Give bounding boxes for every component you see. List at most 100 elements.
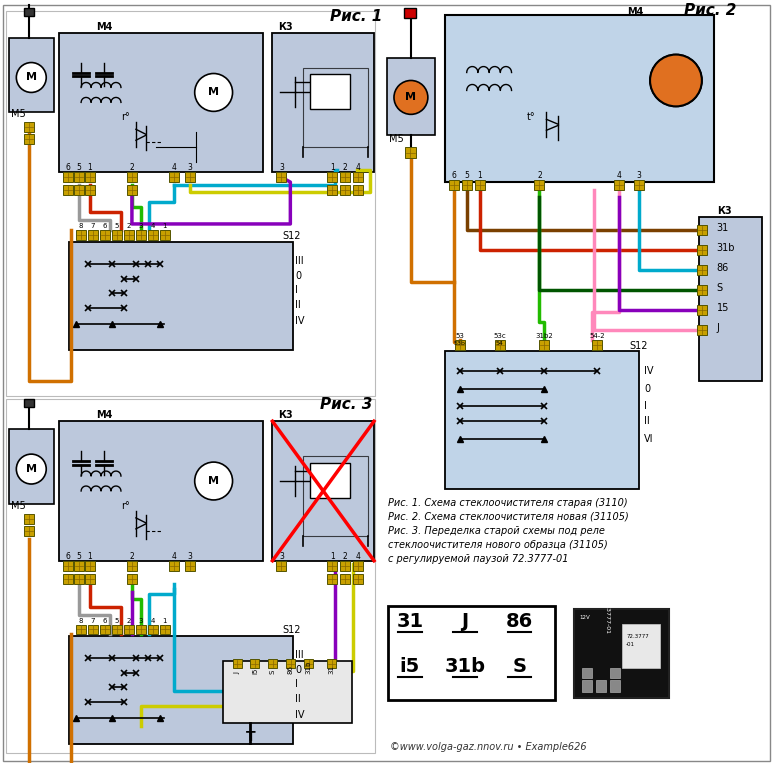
Bar bbox=[327, 561, 337, 571]
Text: 4: 4 bbox=[151, 223, 155, 229]
Bar bbox=[250, 659, 260, 668]
Bar bbox=[60, 33, 264, 172]
Bar bbox=[24, 8, 34, 16]
Bar bbox=[540, 340, 550, 349]
Bar bbox=[272, 421, 374, 561]
Text: 3: 3 bbox=[187, 552, 192, 561]
Text: 0: 0 bbox=[295, 665, 301, 675]
Bar bbox=[74, 172, 84, 182]
Bar bbox=[455, 340, 465, 349]
Bar bbox=[699, 217, 761, 382]
Text: M: M bbox=[26, 464, 37, 474]
Text: 2: 2 bbox=[130, 552, 135, 561]
Bar bbox=[268, 659, 278, 668]
Bar bbox=[461, 180, 472, 190]
Bar bbox=[24, 514, 34, 524]
Text: 4: 4 bbox=[356, 552, 360, 561]
Bar bbox=[233, 659, 241, 668]
Text: 6: 6 bbox=[103, 617, 107, 623]
Text: 4: 4 bbox=[172, 552, 176, 561]
Bar bbox=[69, 242, 293, 349]
Text: 1: 1 bbox=[162, 617, 167, 623]
Bar bbox=[697, 285, 707, 295]
Text: Рис. 2: Рис. 2 bbox=[684, 3, 737, 18]
Text: M4: M4 bbox=[627, 7, 643, 17]
Bar bbox=[634, 180, 644, 190]
Text: 0: 0 bbox=[295, 271, 301, 281]
Bar bbox=[85, 574, 95, 584]
Text: I: I bbox=[295, 679, 298, 689]
Bar bbox=[697, 245, 707, 255]
Text: 1: 1 bbox=[477, 171, 482, 180]
Text: 3: 3 bbox=[187, 163, 192, 172]
Text: 53: 53 bbox=[455, 333, 464, 339]
Text: S12: S12 bbox=[282, 626, 301, 636]
Circle shape bbox=[195, 462, 233, 500]
Text: -01: -01 bbox=[626, 642, 635, 648]
Bar bbox=[277, 172, 286, 182]
Text: 6: 6 bbox=[451, 171, 456, 180]
Text: I: I bbox=[295, 285, 298, 295]
Text: 4: 4 bbox=[617, 171, 621, 180]
Bar bbox=[310, 75, 350, 109]
Bar bbox=[169, 561, 179, 571]
Bar bbox=[185, 561, 195, 571]
Bar bbox=[697, 304, 707, 314]
Bar bbox=[127, 172, 137, 182]
Text: S12: S12 bbox=[629, 340, 648, 350]
Text: M: M bbox=[405, 92, 417, 102]
Text: M4: M4 bbox=[96, 21, 112, 31]
Text: 12V: 12V bbox=[579, 614, 590, 620]
Circle shape bbox=[16, 454, 46, 484]
Bar bbox=[63, 185, 73, 195]
Text: i5: i5 bbox=[400, 658, 420, 676]
Bar bbox=[160, 624, 170, 635]
Text: 0: 0 bbox=[644, 385, 650, 394]
Bar bbox=[127, 185, 137, 195]
Text: 5: 5 bbox=[77, 552, 82, 561]
Bar bbox=[100, 624, 110, 635]
Bar bbox=[340, 172, 350, 182]
Bar bbox=[24, 399, 34, 407]
Text: M5: M5 bbox=[12, 501, 26, 511]
Text: T: T bbox=[246, 730, 255, 744]
Bar bbox=[582, 681, 592, 692]
Bar bbox=[85, 185, 95, 195]
Bar bbox=[9, 430, 54, 504]
Bar bbox=[444, 14, 713, 182]
Text: 6: 6 bbox=[66, 163, 70, 172]
Text: Рис. 2. Схема стеклоочистителя новая (31105): Рис. 2. Схема стеклоочистителя новая (31… bbox=[388, 512, 628, 522]
Text: 54-2: 54-2 bbox=[590, 333, 605, 339]
Circle shape bbox=[16, 63, 46, 92]
Bar bbox=[85, 172, 95, 182]
Text: 4: 4 bbox=[151, 617, 155, 623]
Text: 4: 4 bbox=[172, 163, 176, 172]
Bar bbox=[136, 624, 146, 635]
Text: 3: 3 bbox=[279, 552, 284, 561]
Bar bbox=[449, 180, 458, 190]
Text: 8: 8 bbox=[79, 617, 83, 623]
Bar bbox=[303, 67, 368, 147]
Bar bbox=[615, 180, 624, 190]
Bar bbox=[610, 681, 620, 692]
Text: 86: 86 bbox=[506, 613, 533, 632]
Bar bbox=[63, 574, 73, 584]
Bar bbox=[63, 561, 73, 571]
Text: 72.3777: 72.3777 bbox=[626, 635, 649, 639]
Bar bbox=[327, 659, 336, 668]
Text: Рис. 1. Схема стеклоочистителя старая (3110): Рис. 1. Схема стеклоочистителя старая (3… bbox=[388, 498, 628, 508]
Text: 5: 5 bbox=[115, 223, 119, 229]
Text: S: S bbox=[512, 658, 526, 676]
Text: 31: 31 bbox=[717, 223, 729, 233]
Bar bbox=[148, 230, 158, 240]
Text: r°: r° bbox=[121, 112, 130, 122]
Text: 2: 2 bbox=[130, 163, 135, 172]
Text: К3: К3 bbox=[278, 410, 293, 420]
Text: 3: 3 bbox=[138, 617, 143, 623]
Text: t°: t° bbox=[526, 112, 535, 122]
Bar bbox=[388, 606, 555, 700]
Text: 2: 2 bbox=[127, 617, 131, 623]
Bar bbox=[112, 230, 122, 240]
Bar bbox=[592, 340, 602, 349]
Text: К3: К3 bbox=[717, 206, 731, 216]
